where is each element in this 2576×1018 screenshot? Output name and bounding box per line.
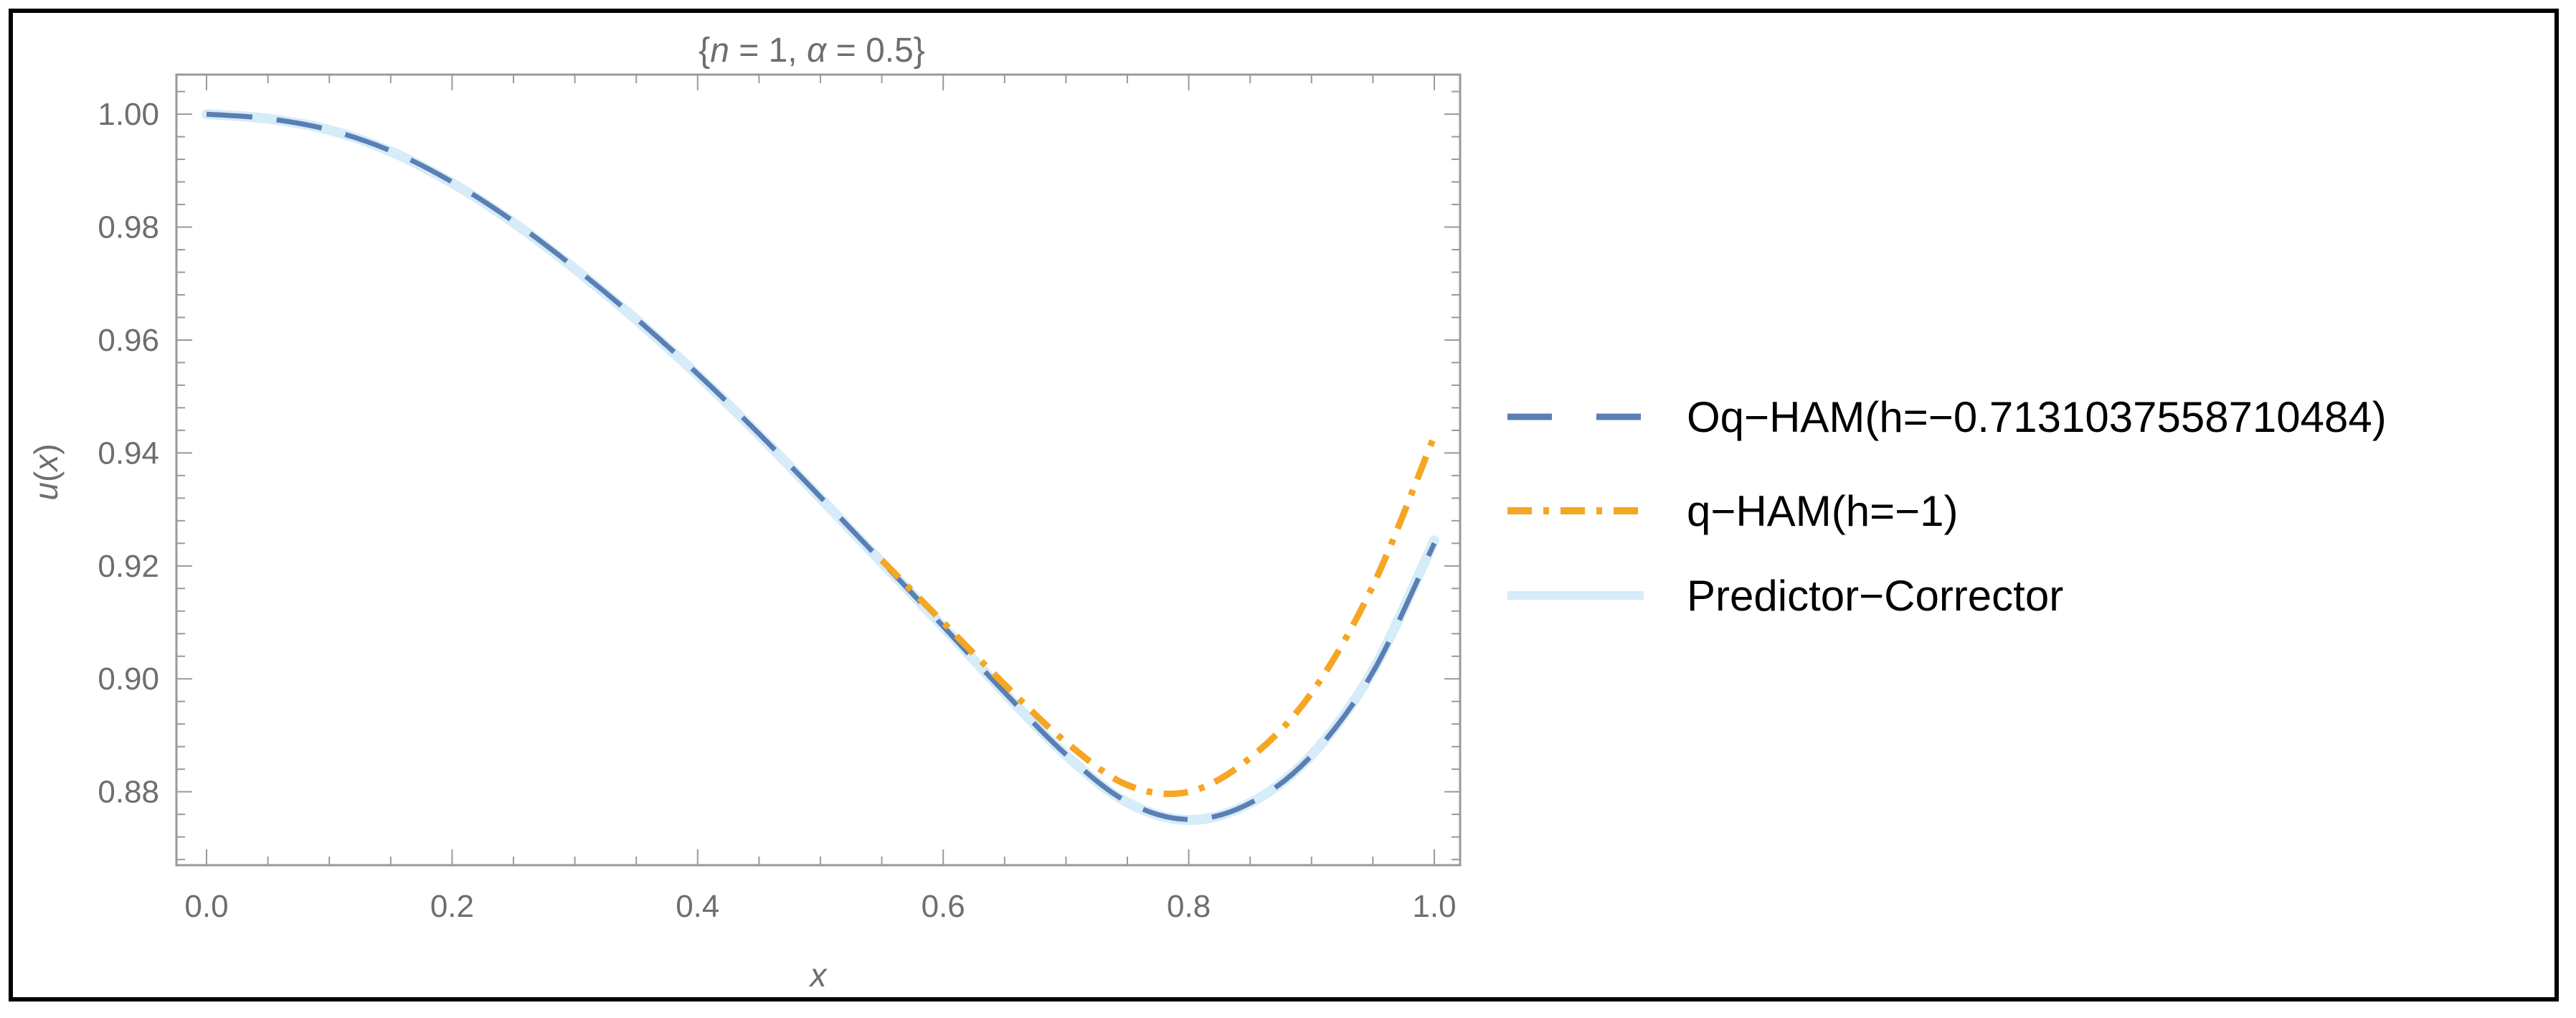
y-tick-label: 0.88 [98, 775, 159, 810]
data-series [202, 109, 1439, 826]
x-tick-label: 0.2 [430, 889, 474, 924]
chart-title-open: { [699, 32, 710, 70]
series-line-oq-ham [206, 111, 1437, 822]
legend-label-oq-ham: Oq−HAM(h=−0.7131037558710484) [1687, 393, 2387, 441]
series-line-q-ham [879, 435, 1438, 798]
chart-title-close: } [914, 32, 925, 70]
figure-frame [9, 9, 2559, 1001]
legend: Oq−HAM(h=−0.7131037558710484) q−HAM(h=−1… [1507, 393, 2387, 620]
chart-title-alpha: α [807, 32, 828, 70]
x-tick-label: 0.4 [676, 889, 719, 924]
y-axis-label-close: ) [27, 443, 65, 454]
x-axis-label: x [809, 956, 828, 994]
y-axis-label-x: x [27, 453, 65, 473]
y-axis-label-open: ( [27, 471, 65, 482]
axis-ticks [176, 75, 1460, 865]
x-tick-label: 1.0 [1412, 889, 1456, 924]
y-tick-label: 0.96 [98, 323, 159, 358]
y-tick-label: 0.92 [98, 549, 159, 584]
legend-label-predictor-corrector: Predictor−Corrector [1687, 572, 2063, 620]
chart-title-alpha-eq: = 0.5 [826, 32, 913, 70]
y-tick-label: 0.98 [98, 210, 159, 245]
y-tick-label: 0.94 [98, 435, 159, 471]
x-tick-label: 0.8 [1167, 889, 1211, 924]
x-tick-label: 0.0 [184, 889, 228, 924]
y-tick-label: 0.90 [98, 661, 159, 697]
legend-label-q-ham: q−HAM(h=−1) [1687, 487, 1959, 535]
series-line-predictor-corrector [202, 109, 1439, 826]
y-tick-label: 1.00 [98, 97, 159, 132]
plot-area-frame [175, 73, 1462, 867]
x-tick-label: 0.6 [922, 889, 965, 924]
y-axis-label-u: u [27, 482, 65, 501]
chart-title-n: n [710, 32, 729, 70]
chart-title-n-eq: = 1, [729, 32, 807, 70]
y-axis-label: u(x) [27, 443, 65, 500]
chart-title: {n = 1, α = 0.5} [699, 32, 925, 70]
axis-tick-labels: 0.0 0.2 0.4 0.6 0.8 1.0 0.88 0.90 0.92 0.94 0.96 0.… [98, 97, 1456, 924]
